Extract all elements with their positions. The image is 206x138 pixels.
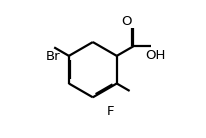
Text: O: O: [121, 15, 132, 28]
Text: Br: Br: [46, 50, 60, 63]
Text: OH: OH: [145, 49, 166, 62]
Text: F: F: [107, 105, 114, 118]
